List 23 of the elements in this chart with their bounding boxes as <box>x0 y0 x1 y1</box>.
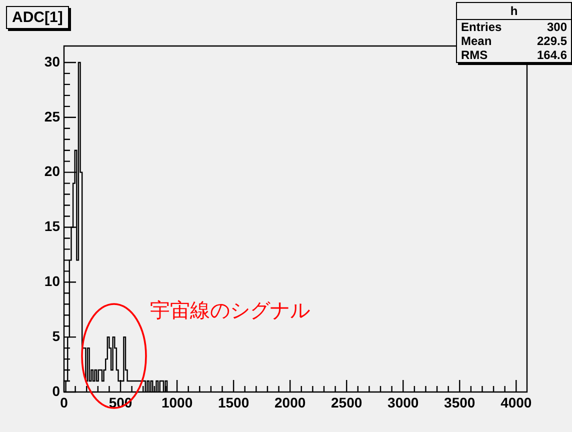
chart-title: ADC[1] <box>6 6 69 29</box>
x-tick-label: 1000 <box>161 394 193 410</box>
y-tick-label: 30 <box>44 53 60 70</box>
y-tick-label: 5 <box>52 328 60 344</box>
x-tick-label: 1500 <box>218 394 250 410</box>
y-tick-label: 25 <box>44 108 60 124</box>
x-tick-label: 3500 <box>444 394 476 410</box>
annotation: 宇宙線のシグナル <box>150 299 310 324</box>
text: 300 <box>546 20 567 34</box>
text: Entries <box>461 20 502 34</box>
text: h <box>457 3 571 20</box>
y-tick-label: 10 <box>44 273 60 290</box>
x-tick-label: 4000 <box>500 394 532 410</box>
y-tick-label: 20 <box>44 163 60 180</box>
annotation: Mean <box>461 34 492 48</box>
text: 164.6 <box>536 48 567 62</box>
y-tick-label: 15 <box>44 218 60 234</box>
y-tick-label: 0 <box>52 382 60 399</box>
x-tick-label: 2500 <box>331 394 362 410</box>
x-tick-label: 2000 <box>274 394 306 410</box>
x-tick-label: 3000 <box>388 394 419 410</box>
text: 229.5 <box>536 34 567 48</box>
annotation: RMS <box>461 48 488 62</box>
